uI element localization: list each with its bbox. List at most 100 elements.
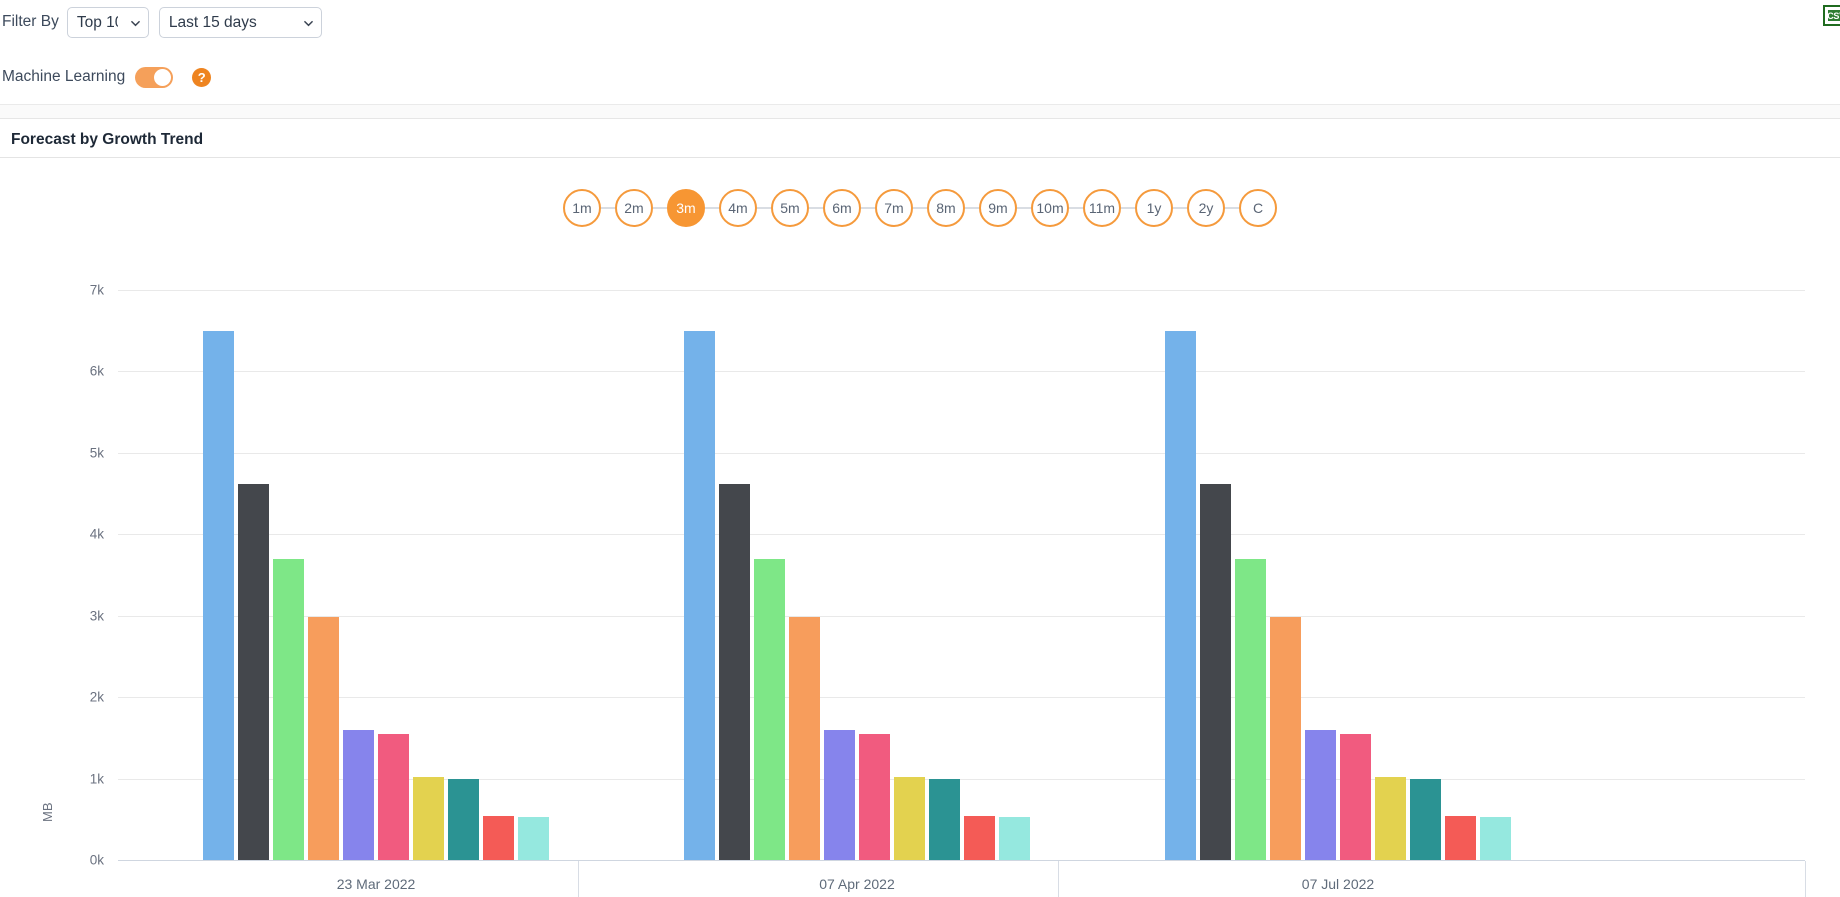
pill-separator — [653, 207, 667, 209]
forecast-chart: MB 0k 1k 2k 3k 4k 5k 6k 7k 23 Mar 2022 07 Apr 202… — [0, 266, 1840, 897]
pill-separator — [861, 207, 875, 209]
x-axis-line — [118, 860, 1805, 861]
machine-learning-row: Machine Learning ? — [0, 56, 1840, 98]
bar[interactable] — [1410, 779, 1441, 860]
pill-11m[interactable]: 11m — [1083, 189, 1121, 227]
bar[interactable] — [1375, 776, 1406, 860]
pill-separator — [757, 207, 771, 209]
pill-3m[interactable]: 3m — [667, 189, 705, 227]
pill-separator — [965, 207, 979, 209]
group-separator — [578, 861, 579, 897]
group-separator — [1805, 861, 1806, 897]
bar[interactable] — [273, 558, 304, 860]
bar[interactable] — [308, 617, 339, 860]
bar[interactable] — [203, 330, 234, 860]
bar[interactable] — [824, 729, 855, 860]
bar[interactable] — [378, 733, 409, 860]
pill-1m[interactable]: 1m — [563, 189, 601, 227]
bar-group — [1165, 290, 1511, 860]
date-range-select[interactable]: Last 15 days — [158, 6, 322, 38]
bar[interactable] — [859, 733, 890, 860]
bar-group — [203, 290, 549, 860]
panel-header: Forecast by Growth Trend — [0, 122, 1840, 158]
bar[interactable] — [999, 817, 1030, 860]
csv-export-icon[interactable]: CSV — [1823, 5, 1840, 26]
pill-2m[interactable]: 2m — [615, 189, 653, 227]
bar[interactable] — [1445, 816, 1476, 860]
y-axis-tick: 3k — [89, 608, 104, 624]
pill-2y[interactable]: 2y — [1187, 189, 1225, 227]
filter-by-label: Filter By — [2, 13, 59, 30]
bar[interactable] — [1235, 558, 1266, 860]
pill-C[interactable]: C — [1239, 189, 1277, 227]
bar[interactable] — [1200, 483, 1231, 860]
top-n-select-wrapper: Top 10 — [66, 6, 149, 38]
bar[interactable] — [754, 558, 785, 860]
date-range-select-wrapper: Last 15 days — [158, 6, 322, 38]
grid-line — [118, 290, 1805, 291]
bar[interactable] — [1270, 617, 1301, 860]
pill-separator — [1017, 207, 1031, 209]
x-axis-label: 07 Jul 2022 — [1301, 876, 1375, 892]
pill-separator — [1173, 207, 1187, 209]
pill-5m[interactable]: 5m — [771, 189, 809, 227]
pill-separator — [705, 207, 719, 209]
chart-plot-area: 0k 1k 2k 3k 4k 5k 6k 7k 23 Mar 2022 07 Apr 2022 07… — [90, 283, 1806, 897]
pill-10m[interactable]: 10m — [1031, 189, 1069, 227]
y-axis-tick: 4k — [89, 526, 104, 542]
y-axis-tick: 2k — [89, 689, 104, 705]
grid-line — [118, 615, 1805, 617]
pill-separator — [601, 207, 615, 209]
pill-separator — [809, 207, 823, 209]
bar[interactable] — [343, 729, 374, 860]
y-axis-tick: 6k — [89, 363, 104, 379]
pill-separator — [1069, 207, 1083, 209]
pill-4m[interactable]: 4m — [719, 189, 757, 227]
pill-6m[interactable]: 6m — [823, 189, 861, 227]
bar[interactable] — [1305, 729, 1336, 860]
pill-8m[interactable]: 8m — [927, 189, 965, 227]
bar[interactable] — [1165, 330, 1196, 860]
bar[interactable] — [929, 779, 960, 860]
bar[interactable] — [719, 483, 750, 860]
bar[interactable] — [483, 816, 514, 860]
pill-7m[interactable]: 7m — [875, 189, 913, 227]
bar[interactable] — [1480, 817, 1511, 860]
x-axis-label: 07 Apr 2022 — [819, 876, 895, 892]
bar[interactable] — [684, 330, 715, 860]
bar[interactable] — [448, 779, 479, 860]
bar[interactable] — [238, 483, 269, 860]
y-axis-tick: 5k — [89, 445, 104, 461]
pill-separator — [913, 207, 927, 209]
machine-learning-label: Machine Learning — [2, 68, 126, 85]
pill-separator — [1225, 207, 1239, 209]
x-axis-label: 23 Mar 2022 — [336, 876, 416, 892]
top-n-select[interactable]: Top 10 — [66, 6, 149, 38]
bar[interactable] — [894, 776, 925, 860]
grid-line — [118, 452, 1805, 454]
section-divider — [0, 104, 1840, 119]
machine-learning-toggle[interactable] — [135, 66, 174, 88]
forecast-range-pills: 1m 2m 3m 4m 5m 6m 7m 8m 9m 10m 11m 1y 2y C — [0, 178, 1840, 238]
y-axis-tick: 0k — [89, 852, 104, 868]
csv-export-label: CSV — [1827, 10, 1840, 21]
y-axis-tick: 7k — [89, 282, 104, 298]
page-title: Forecast by Growth Trend — [11, 130, 204, 148]
pill-9m[interactable]: 9m — [979, 189, 1017, 227]
bar[interactable] — [413, 776, 444, 860]
pill-separator — [1121, 207, 1135, 209]
bar[interactable] — [518, 817, 549, 860]
grid-line — [118, 534, 1805, 536]
y-axis-title: MB — [40, 802, 55, 823]
filter-bar: Filter By Top 10 Last 15 days — [0, 0, 1840, 44]
grid-line — [118, 778, 1805, 780]
bar[interactable] — [789, 617, 820, 860]
toggle-knob — [154, 68, 172, 86]
grid-line — [118, 697, 1805, 699]
grid-line — [118, 371, 1805, 373]
bar[interactable] — [964, 816, 995, 860]
bar[interactable] — [1340, 733, 1371, 860]
pill-1y[interactable]: 1y — [1135, 189, 1173, 227]
bar-group — [684, 290, 1030, 860]
help-icon[interactable]: ? — [192, 67, 212, 87]
